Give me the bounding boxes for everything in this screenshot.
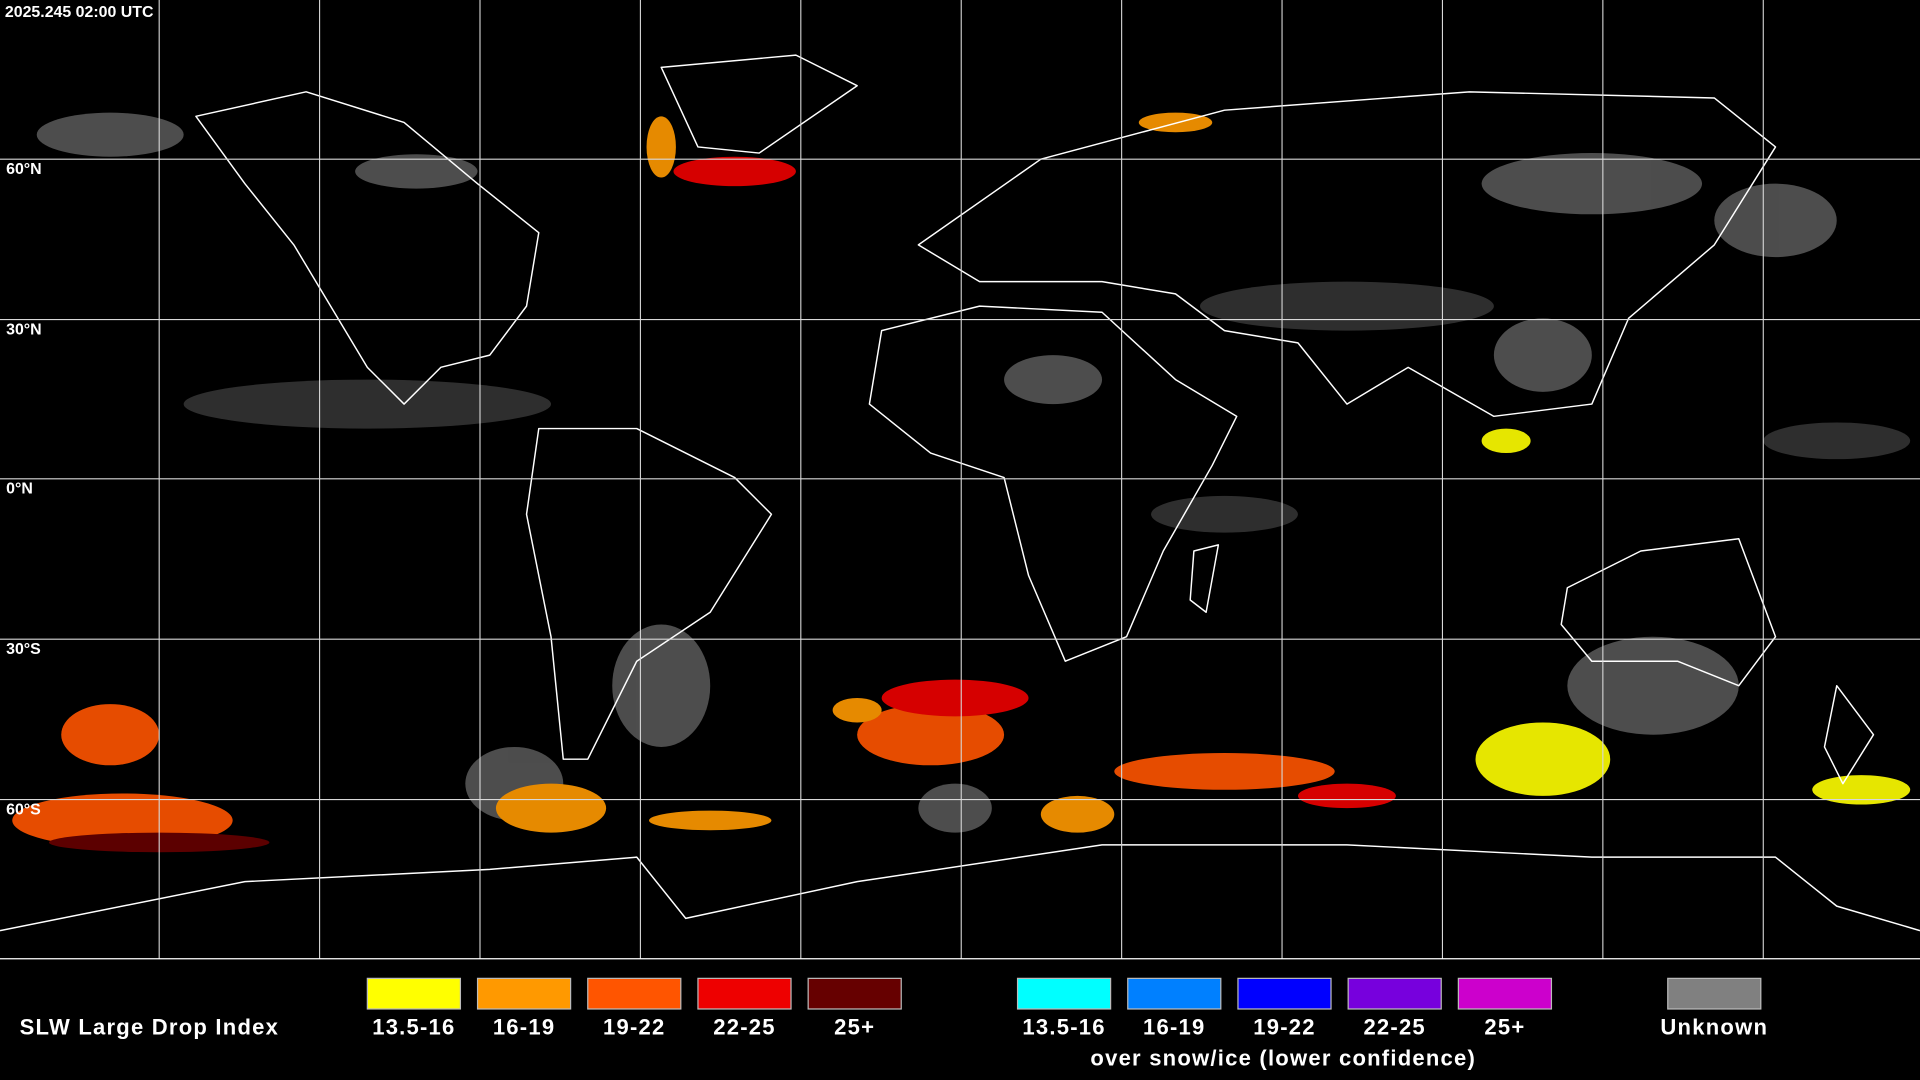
legend-item-swatch: [366, 977, 462, 1010]
latitude-label: 30°S: [6, 641, 41, 658]
legend-snow-item-swatch: [1457, 977, 1553, 1010]
legend-item-label: 25+: [834, 1015, 875, 1040]
legend-snow-item-swatch: [1016, 977, 1112, 1010]
graticule: [0, 0, 1920, 959]
legend-item-swatch: [587, 977, 682, 1010]
legend-snow-item-label: 25+: [1484, 1015, 1525, 1040]
coastlines: [0, 54, 1920, 932]
legend-item-swatch: [697, 977, 792, 1010]
latitude-label: 60°S: [6, 801, 41, 818]
legend-snow-item-label: 13.5-16: [1022, 1015, 1105, 1040]
legend-item-label: 16-19: [493, 1015, 555, 1040]
latitude-label: 0°N: [6, 480, 33, 497]
latitude-label: 60°N: [6, 161, 42, 178]
legend-snow-item-swatch: [1237, 977, 1332, 1010]
legend-snow-item-label: 19-22: [1253, 1015, 1315, 1040]
legend-item-swatch: [807, 977, 902, 1010]
legend-snow-item-label: 16-19: [1143, 1015, 1205, 1040]
latitude-label: 30°N: [6, 321, 42, 338]
legend-item-label: 19-22: [603, 1015, 665, 1040]
legend-title: SLW Large Drop Index: [20, 1015, 280, 1040]
timestamp: 2025.245 02:00 UTC: [5, 4, 154, 21]
legend-unknown-label: Unknown: [1660, 1015, 1768, 1040]
legend-snow-item-label: 22-25: [1363, 1015, 1425, 1040]
legend-snow-note: over snow/ice (lower confidence): [1090, 1045, 1476, 1070]
legend-item-label: 22-25: [713, 1015, 775, 1040]
legend-item-swatch: [476, 977, 572, 1010]
legend-snow-item-swatch: [1127, 977, 1222, 1010]
legend-item-label: 13.5-16: [372, 1015, 455, 1040]
legend-unknown-swatch: [1667, 977, 1762, 1010]
cloud-field: [12, 112, 1911, 853]
legend-snow-item-swatch: [1347, 977, 1442, 1010]
